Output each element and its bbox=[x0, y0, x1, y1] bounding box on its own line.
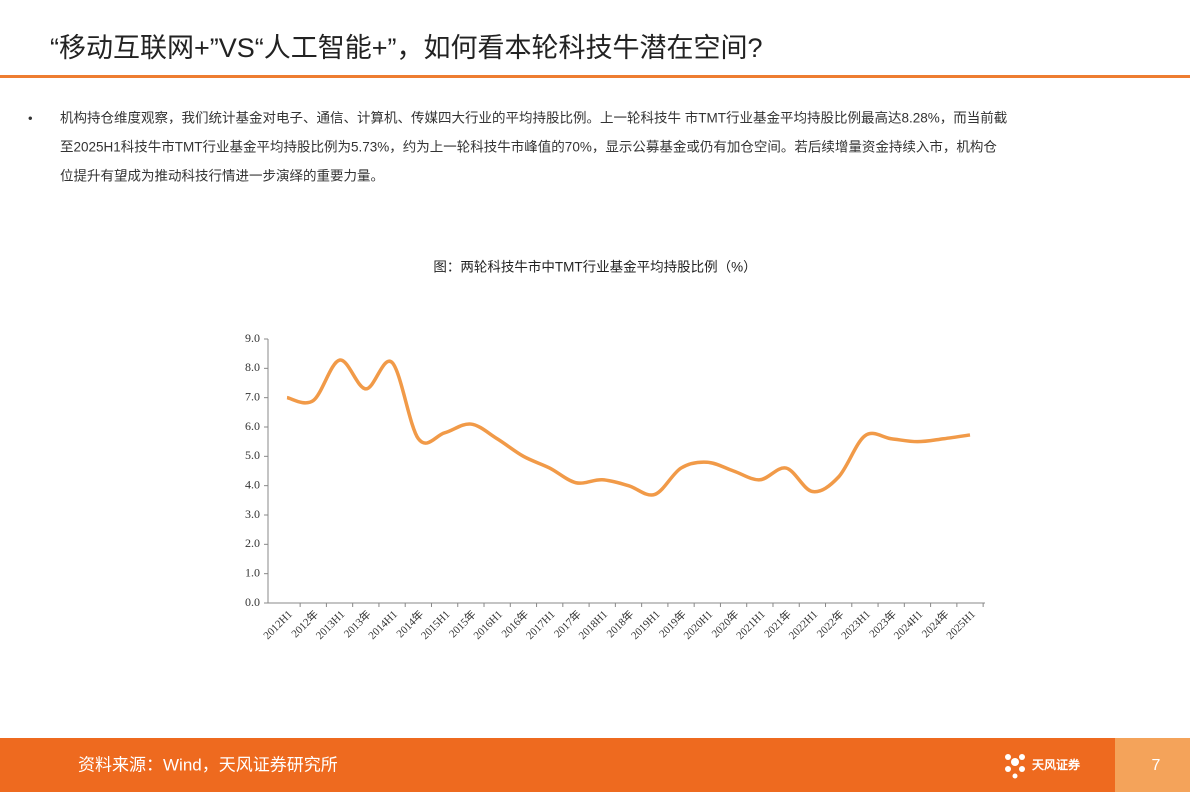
y-tick-label: 2.0 bbox=[245, 536, 260, 550]
footer-band bbox=[0, 738, 1190, 792]
x-tick-label: 2012H1 bbox=[261, 608, 295, 642]
y-tick-label: 8.0 bbox=[245, 360, 260, 374]
y-tick-label: 0.0 bbox=[245, 595, 260, 609]
y-tick-label: 3.0 bbox=[245, 507, 260, 521]
y-tick-label: 9.0 bbox=[245, 331, 260, 345]
y-tick-label: 4.0 bbox=[245, 477, 260, 491]
x-tick-label: 2018H1 bbox=[577, 608, 611, 642]
x-tick-label: 2014H1 bbox=[366, 608, 400, 642]
x-tick-label: 2024H1 bbox=[892, 608, 926, 642]
y-tick-label: 6.0 bbox=[245, 419, 260, 433]
x-tick-label: 2017H1 bbox=[524, 608, 558, 642]
bullet: • bbox=[28, 110, 33, 125]
x-tick-label: 2020H1 bbox=[682, 608, 716, 642]
footer-accent bbox=[1115, 738, 1190, 792]
x-tick-label: 2023H1 bbox=[839, 608, 873, 642]
body-line: 位提升有望成为推动科技行情进一步演绎的重要力量。 bbox=[60, 169, 384, 184]
x-tick-label: 2021H1 bbox=[734, 608, 768, 642]
body-line: 至2025H1科技牛市TMT行业基金平均持股比例为5.73%，约为上一轮科技牛市… bbox=[60, 139, 997, 155]
x-tick-label: 2022H1 bbox=[787, 608, 821, 642]
x-tick-label: 2015H1 bbox=[419, 608, 453, 642]
data-line bbox=[286, 358, 971, 497]
body-line: 机构持仓维度观察，我们统计基金对电子、通信、计算机、传媒四大行业的平均持股比例。… bbox=[60, 110, 1007, 126]
source-note: 资料来源：Wind，天风证券研究所 bbox=[78, 755, 338, 774]
y-tick-label: 7.0 bbox=[245, 389, 260, 403]
x-tick-label: 2019H1 bbox=[629, 608, 663, 642]
x-tick-label: 2016H1 bbox=[472, 608, 506, 642]
x-tick-label: 2013H1 bbox=[314, 608, 348, 642]
y-tick-label: 1.0 bbox=[245, 565, 260, 579]
chart-title: 图：两轮科技牛市中TMT行业基金平均持股比例（%） bbox=[433, 259, 756, 275]
logo-icon bbox=[1005, 754, 1025, 779]
logo-text: 天风证券 bbox=[1032, 757, 1081, 772]
plot: 0.01.02.03.04.05.06.07.08.09.02012H12012… bbox=[245, 331, 985, 642]
title-rule bbox=[0, 75, 1190, 78]
y-tick-label: 5.0 bbox=[245, 448, 260, 462]
page-number: 7 bbox=[1152, 757, 1161, 774]
x-tick-label: 2025H1 bbox=[944, 608, 978, 642]
slide-title: “移动互联网+”VS“人工智能+”，如何看本轮科技牛潜在空间? bbox=[50, 33, 763, 63]
